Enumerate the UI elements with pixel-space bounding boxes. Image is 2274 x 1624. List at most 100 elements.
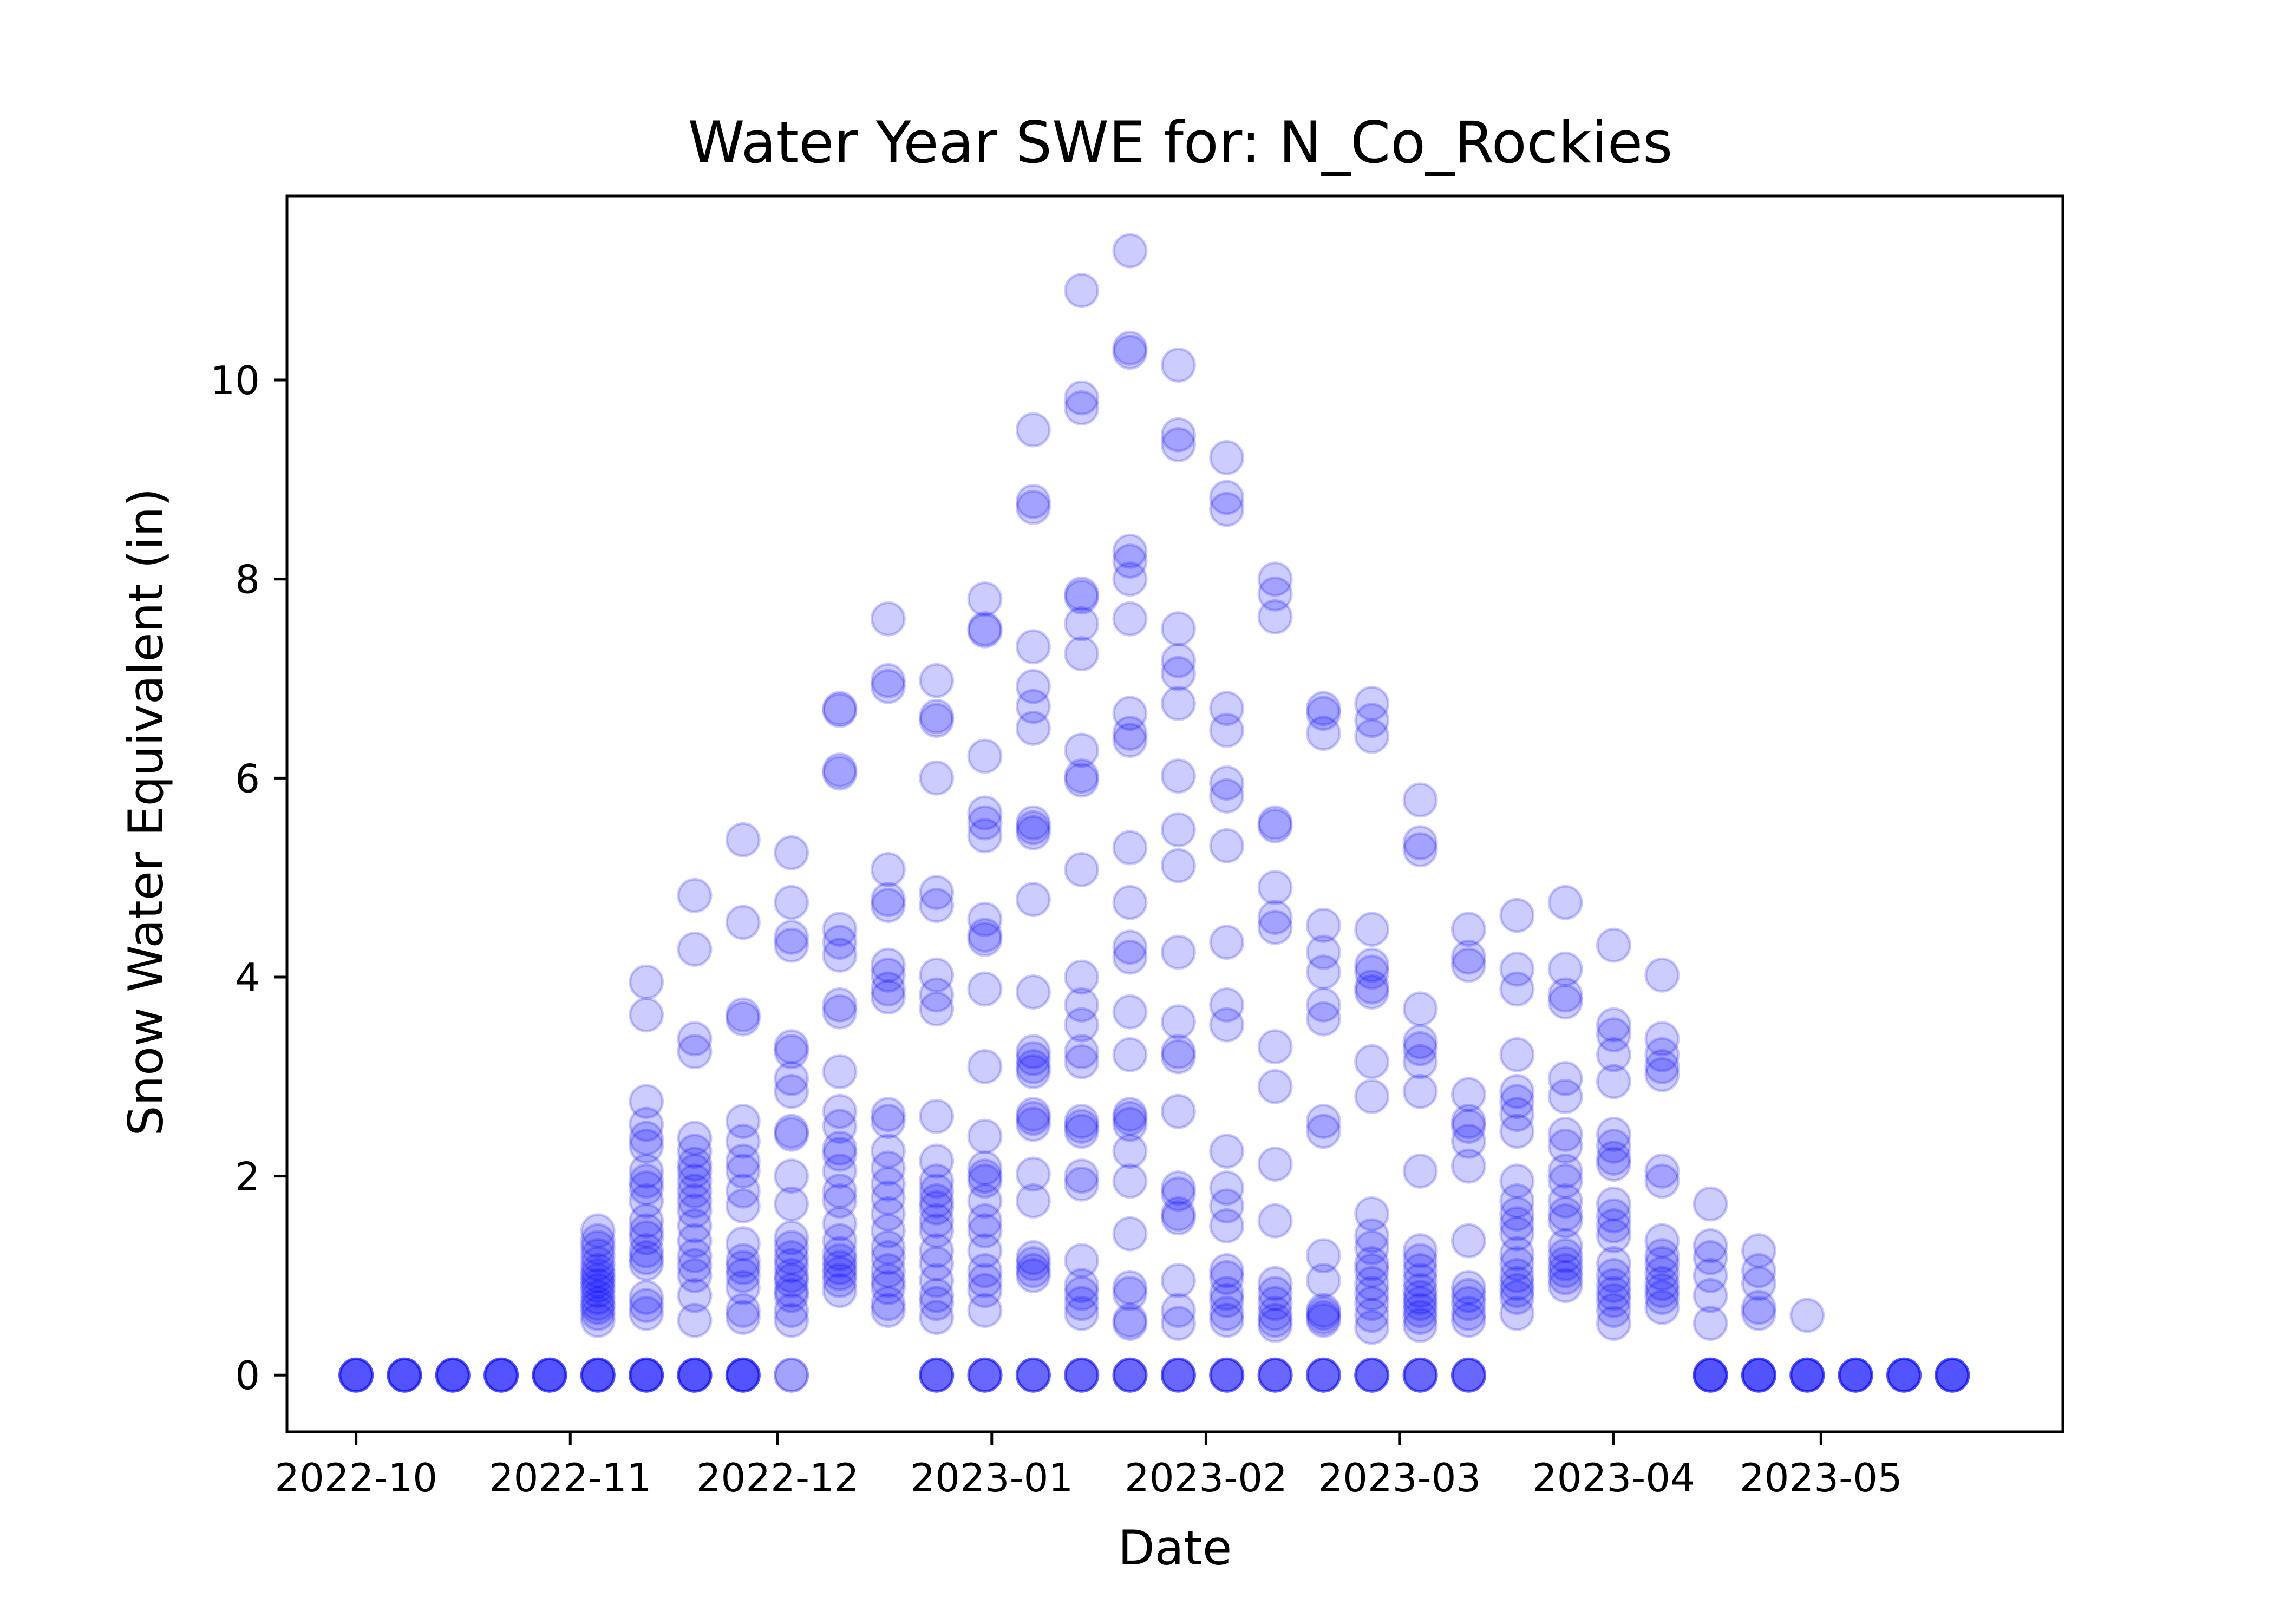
data-point bbox=[1838, 1357, 1873, 1393]
data-point bbox=[870, 1097, 906, 1132]
data-point bbox=[435, 1357, 471, 1393]
data-point bbox=[1305, 716, 1341, 751]
data-point bbox=[870, 957, 906, 993]
data-point bbox=[1015, 1246, 1051, 1281]
data-point bbox=[1064, 762, 1100, 798]
data-point bbox=[870, 979, 906, 1015]
data-point bbox=[1305, 1357, 1341, 1393]
data-point bbox=[967, 1163, 1003, 1199]
data-point bbox=[774, 1258, 809, 1293]
data-point bbox=[919, 1278, 955, 1313]
data-point bbox=[870, 601, 906, 637]
data-point bbox=[580, 1253, 616, 1288]
data-point bbox=[1160, 1004, 1196, 1040]
data-point bbox=[1499, 1073, 1535, 1109]
data-point bbox=[1402, 1357, 1438, 1393]
data-point bbox=[822, 1206, 858, 1242]
data-point bbox=[1209, 765, 1245, 801]
data-point bbox=[629, 1128, 664, 1164]
data-point bbox=[580, 1246, 616, 1281]
data-point bbox=[1160, 1034, 1196, 1070]
data-point bbox=[919, 977, 955, 1013]
data-point bbox=[1741, 1357, 1776, 1393]
data-point bbox=[1209, 480, 1245, 515]
data-point bbox=[1886, 1357, 1922, 1393]
data-point bbox=[1257, 909, 1293, 945]
data-point bbox=[1596, 1268, 1631, 1304]
x-axis: 2022-10 2022-11 2022-12 2023-01 2023-02 2023-… bbox=[275, 1432, 1903, 1501]
data-point bbox=[1644, 1223, 1680, 1259]
data-point bbox=[1064, 1357, 1100, 1393]
data-point bbox=[1499, 971, 1535, 1007]
data-point bbox=[1789, 1357, 1825, 1393]
data-point bbox=[967, 795, 1003, 831]
data-point bbox=[677, 1238, 713, 1274]
data-point bbox=[919, 875, 955, 911]
data-point bbox=[1693, 1240, 1728, 1275]
data-point bbox=[1402, 1293, 1438, 1328]
data-point bbox=[870, 852, 906, 887]
data-point bbox=[1064, 1114, 1100, 1149]
data-point bbox=[1886, 1357, 1922, 1393]
data-point bbox=[1160, 812, 1196, 848]
data-point bbox=[919, 1203, 955, 1239]
data-point bbox=[629, 1240, 664, 1275]
data-point bbox=[1354, 1044, 1390, 1079]
data-point bbox=[919, 663, 955, 698]
data-point bbox=[967, 581, 1003, 617]
data-point bbox=[1112, 696, 1148, 731]
data-point bbox=[1209, 1007, 1245, 1043]
data-point bbox=[387, 1357, 422, 1393]
data-point bbox=[580, 1280, 616, 1315]
data-point bbox=[1354, 686, 1390, 721]
data-point bbox=[967, 1183, 1003, 1219]
data-point bbox=[1305, 987, 1341, 1023]
data-point bbox=[1547, 1153, 1583, 1189]
data-point bbox=[580, 1357, 616, 1393]
data-point bbox=[1644, 1238, 1680, 1274]
data-point bbox=[1402, 1307, 1438, 1343]
data-point bbox=[1499, 1037, 1535, 1072]
data-point bbox=[1015, 669, 1051, 704]
data-point bbox=[1644, 1273, 1680, 1308]
data-point bbox=[1160, 643, 1196, 678]
data-point bbox=[435, 1357, 471, 1393]
data-point bbox=[1499, 1097, 1535, 1132]
data-point bbox=[919, 1173, 955, 1209]
data-point bbox=[919, 991, 955, 1027]
data-point bbox=[870, 947, 906, 983]
data-point bbox=[725, 1001, 761, 1037]
data-point bbox=[1305, 1238, 1341, 1274]
data-point bbox=[1112, 1357, 1148, 1393]
plot-frame bbox=[285, 194, 2064, 1433]
data-point bbox=[822, 1136, 858, 1172]
data-point bbox=[1741, 1357, 1776, 1393]
data-point bbox=[1838, 1357, 1873, 1393]
data-point bbox=[1547, 984, 1583, 1020]
data-point bbox=[629, 1295, 664, 1331]
data-point bbox=[580, 1357, 616, 1393]
data-point bbox=[677, 1278, 713, 1313]
data-point bbox=[1160, 348, 1196, 383]
data-point bbox=[532, 1357, 567, 1393]
data-point bbox=[1064, 1243, 1100, 1279]
data-point bbox=[1354, 1357, 1390, 1393]
data-point bbox=[1064, 576, 1100, 612]
data-point bbox=[1305, 1357, 1341, 1393]
data-point bbox=[1015, 974, 1051, 1010]
data-point bbox=[1209, 1134, 1245, 1169]
data-point bbox=[1596, 1293, 1631, 1328]
data-point bbox=[1450, 1357, 1486, 1393]
data-point bbox=[1693, 1186, 1728, 1222]
data-point bbox=[1547, 885, 1583, 920]
data-point bbox=[919, 1357, 955, 1393]
data-point bbox=[1402, 782, 1438, 818]
data-point bbox=[629, 964, 664, 1000]
data-point bbox=[870, 1213, 906, 1249]
data-point bbox=[1499, 1266, 1535, 1301]
data-point bbox=[1257, 900, 1293, 935]
data-point bbox=[580, 1286, 616, 1321]
data-point bbox=[919, 1098, 955, 1134]
data-point bbox=[1644, 1280, 1680, 1315]
data-point bbox=[1596, 1306, 1631, 1341]
